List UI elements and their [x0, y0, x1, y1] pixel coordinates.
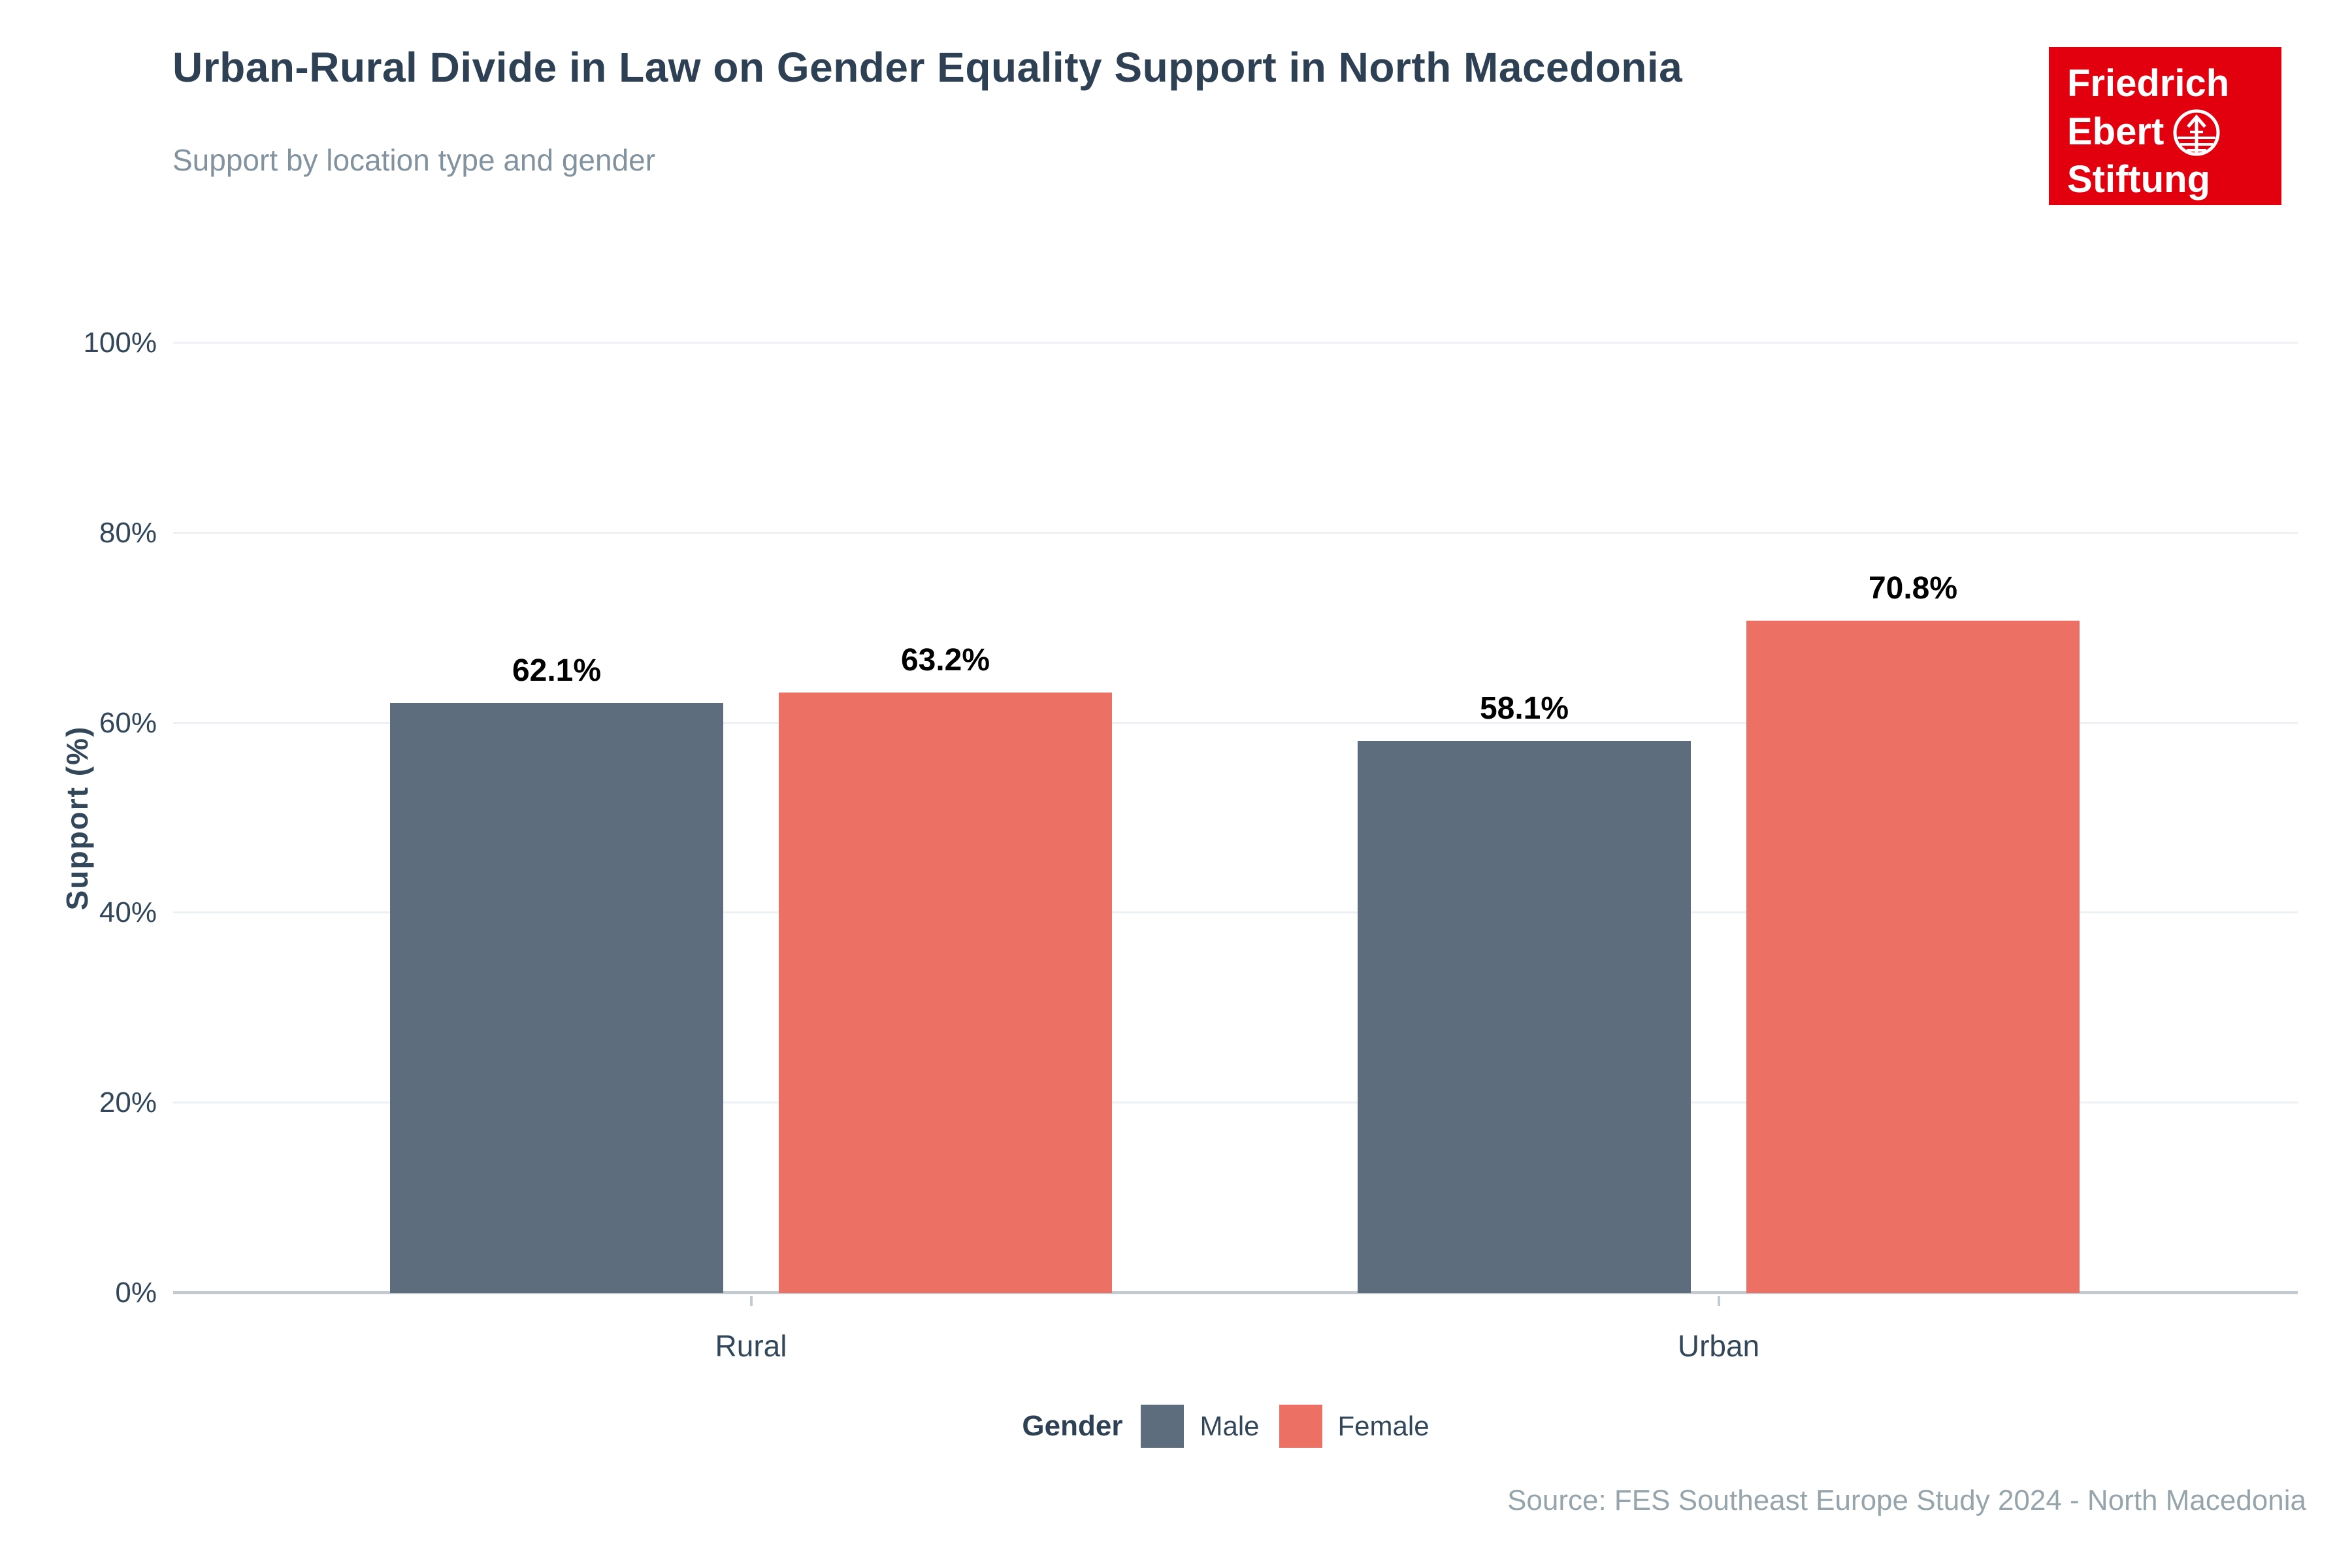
- y-tick-label-40%: 40%: [99, 896, 157, 929]
- source-attribution: Source: FES Southeast Europe Study 2024 …: [1507, 1484, 2306, 1516]
- value-label-urban-male: 58.1%: [1479, 691, 1569, 727]
- y-tick-label-100%: 100%: [83, 327, 157, 359]
- gridline-40%: [173, 911, 2298, 914]
- bar-rural-female: [779, 693, 1112, 1293]
- gridline-100%: [173, 342, 2298, 344]
- logo-line-1: Friedrich: [2067, 61, 2281, 105]
- legend-label-male: Male: [1200, 1411, 1260, 1441]
- fes-logo: Friedrich Ebert Stiftung: [2049, 47, 2281, 205]
- page-title: Urban-Rural Divide in Law on Gender Equa…: [172, 44, 1683, 91]
- value-label-rural-male: 62.1%: [512, 653, 602, 689]
- page-subtitle: Support by location type and gender: [172, 143, 656, 177]
- x-category-label-rural: Rural: [715, 1329, 787, 1363]
- plot-area: 62.1% 63.2% Rural 58.1% 70.8% Urban: [173, 342, 2298, 1363]
- logo-text-friedrich: Friedrich: [2067, 62, 2230, 105]
- y-tick-label-0%: 0%: [115, 1277, 157, 1309]
- y-axis-tick-labels: 0% 20% 40% 60% 80% 100%: [0, 327, 157, 1309]
- x-axis-line: [173, 1291, 2298, 1294]
- x-tick-urban: [1717, 1296, 1720, 1306]
- globe-arrow-icon: [2173, 109, 2220, 156]
- legend: Gender Male Female: [173, 1398, 2298, 1454]
- value-label-rural-female: 63.2%: [900, 643, 990, 678]
- gridline-60%: [173, 721, 2298, 724]
- legend-swatch-male: [1141, 1405, 1184, 1448]
- bar-urban-male: [1358, 741, 1691, 1293]
- legend-swatch-female: [1279, 1405, 1322, 1448]
- legend-title: Gender: [1022, 1410, 1123, 1442]
- x-category-label-urban: Urban: [1677, 1329, 1760, 1363]
- logo-text-stiftung: Stiftung: [2067, 158, 2211, 201]
- y-tick-label-20%: 20%: [99, 1086, 157, 1119]
- bar-rural-male: [390, 703, 723, 1293]
- y-tick-label-60%: 60%: [99, 706, 157, 739]
- value-label-urban-female: 70.8%: [1868, 570, 1958, 606]
- logo-line-3: Stiftung: [2067, 157, 2281, 201]
- x-tick-rural: [749, 1296, 753, 1306]
- gridline-20%: [173, 1102, 2298, 1104]
- bar-urban-female: [1746, 620, 2080, 1293]
- logo-line-2: Ebert: [2067, 105, 2281, 157]
- y-tick-label-80%: 80%: [99, 516, 157, 549]
- logo-text-ebert: Ebert: [2067, 110, 2164, 153]
- gridline-80%: [173, 531, 2298, 534]
- legend-label-female: Female: [1337, 1411, 1429, 1441]
